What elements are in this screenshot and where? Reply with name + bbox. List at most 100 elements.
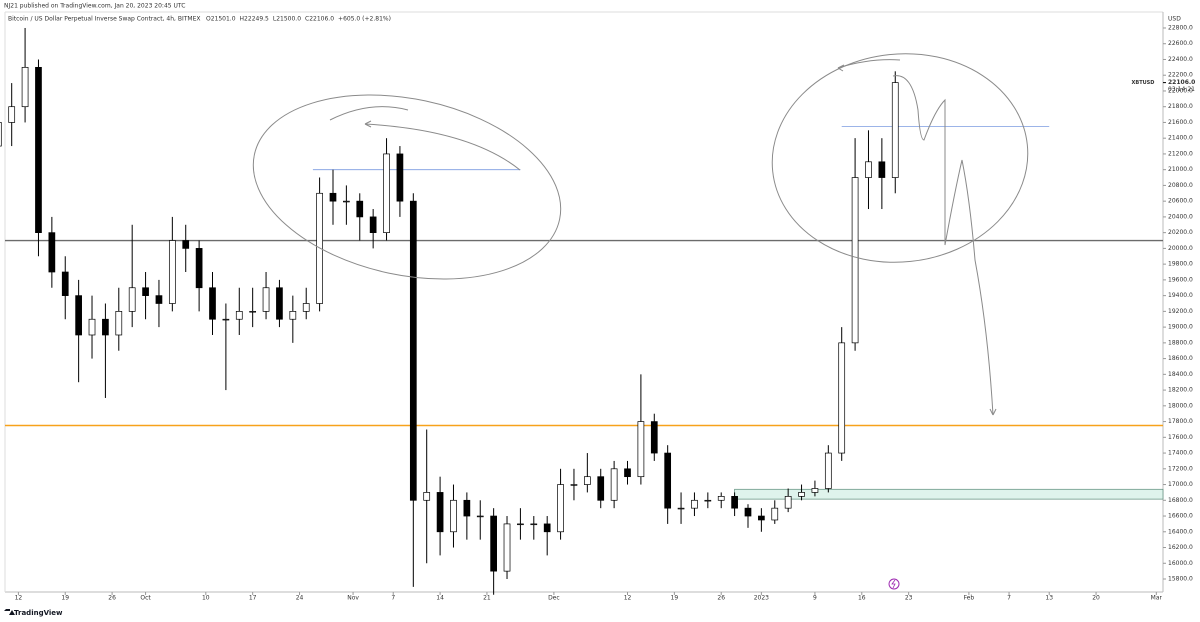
y-tick-label: 21200.0 — [1168, 150, 1193, 157]
y-tick-label: 19000.0 — [1168, 324, 1193, 331]
x-tick-label: Dec — [548, 595, 560, 602]
x-tick-label: 20 — [1092, 595, 1100, 602]
candle-body — [758, 515, 765, 521]
ohlc-value: C22106.0 — [305, 16, 334, 23]
candle-body — [195, 248, 203, 289]
candle-body — [0, 122, 2, 147]
candle-body — [704, 499, 712, 502]
candle-body — [824, 452, 832, 489]
x-tick-label: 2023 — [754, 595, 769, 602]
candle-body — [731, 496, 738, 509]
y-tick-label: 19400.0 — [1168, 292, 1193, 299]
candle-body — [209, 287, 216, 320]
drawing-stroke — [329, 106, 409, 121]
y-tick-label: 22600.0 — [1168, 40, 1193, 47]
y-tick-label: 17400.0 — [1168, 450, 1193, 457]
x-tick-label: 7 — [1007, 595, 1011, 602]
candles — [0, 27, 899, 595]
candle-body — [436, 492, 444, 533]
candle-body — [142, 287, 149, 296]
candle-body — [276, 287, 283, 320]
candle-body — [691, 499, 698, 509]
candle-body — [490, 515, 497, 572]
x-tick-label: 17 — [249, 595, 257, 602]
y-tick-label: 22400.0 — [1168, 56, 1193, 63]
x-tick-label: 24 — [296, 595, 304, 602]
candle-body — [88, 318, 96, 336]
candle-body — [865, 161, 872, 178]
candle-body — [597, 476, 605, 501]
candle-body — [155, 295, 163, 304]
candle-body — [222, 318, 230, 321]
x-tick-label: 16 — [858, 595, 866, 602]
candle-body — [610, 468, 618, 501]
ohlc-value: L21500.0 — [273, 16, 301, 23]
candle-body — [784, 496, 792, 509]
x-tick-label: 26 — [717, 595, 725, 602]
candle-body — [289, 311, 297, 320]
y-tick-label: 20800.0 — [1168, 182, 1193, 189]
x-tick-label: 7 — [391, 595, 395, 602]
x-tick-label: Mar — [1151, 595, 1163, 602]
candle-body — [128, 287, 136, 312]
last-symbol: XBTUSD — [1132, 80, 1155, 86]
candle-body — [717, 496, 725, 501]
candle-body — [677, 507, 685, 510]
candle-body — [771, 507, 779, 521]
x-tick-label: 13 — [1045, 595, 1053, 602]
drawings — [252, 53, 1029, 416]
candle-body — [396, 153, 404, 202]
candle-body — [503, 523, 511, 572]
y-tick-label: 17600.0 — [1168, 434, 1193, 441]
y-tick-label: 20600.0 — [1168, 198, 1193, 205]
countdown: 03:14:21 — [1168, 86, 1195, 93]
candle-body — [450, 499, 457, 533]
drawing-arrowhead — [989, 408, 997, 416]
candle-body — [369, 216, 377, 233]
candle-body — [249, 311, 257, 313]
drawing-projection — [892, 75, 994, 416]
event-icon[interactable] — [888, 578, 900, 590]
candle-body — [343, 200, 350, 203]
y-tick-label: 20000.0 — [1168, 245, 1193, 252]
y-tick-label: 17000.0 — [1168, 481, 1193, 488]
x-tick-label: 12 — [624, 595, 632, 602]
drawing-ellipse — [771, 53, 1029, 263]
ohlc-header: O21501.0 H22249.5 L21500.0 C22106.0 +605.0 (… — [206, 16, 391, 23]
candle-body — [744, 507, 752, 517]
candle-body — [182, 240, 190, 249]
y-tick-label: 21800.0 — [1168, 103, 1193, 110]
y-tick-label: 19600.0 — [1168, 276, 1193, 283]
x-tick-label: 19 — [61, 595, 69, 602]
candle-body — [8, 106, 16, 123]
y-tick-label: 17200.0 — [1168, 465, 1193, 472]
candle-body — [329, 192, 337, 202]
y-tick-label: 16000.0 — [1168, 560, 1193, 567]
candle-body — [235, 311, 243, 320]
ohlc-value: H22249.5 — [240, 16, 270, 23]
candle-body — [302, 303, 310, 312]
y-tick-label: 22800.0 — [1168, 24, 1193, 31]
y-tick-label: 15800.0 — [1168, 576, 1193, 583]
candle-body — [570, 484, 578, 486]
x-tick-label: 10 — [202, 595, 210, 602]
x-tick-label: 26 — [108, 595, 116, 602]
x-tick-label: Feb — [964, 595, 975, 602]
y-tick-label: 18200.0 — [1168, 387, 1193, 394]
candle-body — [409, 200, 417, 501]
x-tick-label: 12 — [15, 595, 23, 602]
y-tick-label: 17800.0 — [1168, 418, 1193, 425]
y-tick-label: 22000.0 — [1168, 87, 1193, 94]
candle-body — [102, 318, 109, 336]
publisher-line: NJ21 published on TradingView.com, Jan 2… — [4, 3, 185, 10]
candle-body — [811, 488, 819, 493]
candle-body — [624, 468, 631, 478]
x-tick-label: Nov — [347, 595, 359, 602]
x-tick-label: 21 — [483, 595, 491, 602]
drawing-arrow — [837, 59, 901, 69]
candle-body — [583, 476, 591, 485]
candle-body — [878, 161, 886, 178]
candle-body — [61, 271, 69, 296]
y-tick-label: 21400.0 — [1168, 135, 1193, 142]
